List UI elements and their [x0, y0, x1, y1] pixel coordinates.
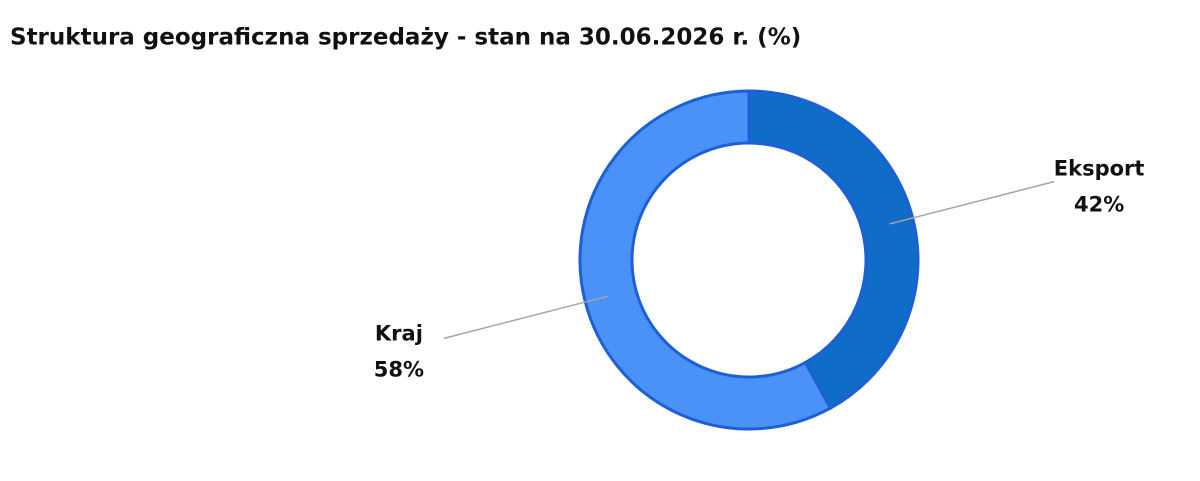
- leader-line: [443, 295, 609, 340]
- chart-title: Struktura geograficzna sprzedaży - stan …: [10, 25, 801, 51]
- category-label: Kraj: [375, 321, 423, 345]
- donut-slice: [747, 89, 920, 411]
- category-label: Eksport: [1054, 157, 1145, 181]
- donut-slice: [578, 89, 833, 431]
- value-label: 42%: [1074, 193, 1124, 217]
- value-label: 58%: [374, 357, 424, 381]
- leader-line: [889, 180, 1055, 225]
